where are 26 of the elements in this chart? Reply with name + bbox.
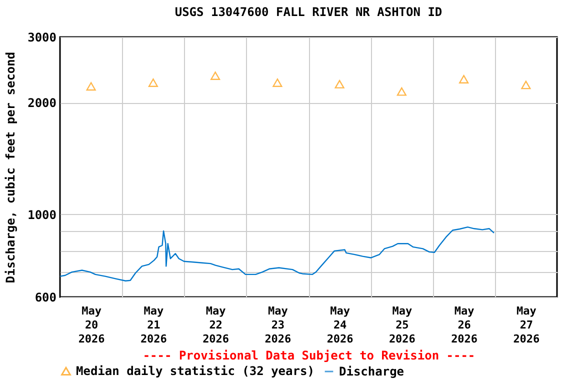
- x-tick-label: May 21 2026: [140, 304, 168, 346]
- point: [459, 75, 469, 84]
- x-tick-label: May 22 2026: [202, 304, 230, 346]
- legend-label: Median daily statistic (32 years): [76, 364, 314, 378]
- x-tick-label: May 23 2026: [264, 304, 292, 346]
- point: [396, 87, 406, 96]
- line-series: [60, 226, 495, 282]
- y-tick-label: 1000: [28, 208, 56, 222]
- point: [521, 80, 531, 90]
- y-axis-title: Discharge, cubic feet per second: [4, 52, 18, 284]
- point: [86, 82, 96, 91]
- x-tick-label: May 20 2026: [78, 304, 106, 346]
- x-tick-label: May 24 2026: [326, 304, 354, 346]
- chart-title: USGS 13047600 FALL RIVER NR ASHTON ID: [174, 5, 442, 19]
- y-tick-label: 600: [34, 290, 56, 304]
- text: ---- Provisional Data Subject to Revision ----: [142, 348, 476, 362]
- point: [210, 72, 220, 80]
- y-tick-label: 3000: [28, 30, 56, 44]
- point: [272, 78, 282, 87]
- legend-label: Discharge: [339, 364, 404, 378]
- point: [334, 80, 344, 88]
- y-tick-label: 2000: [28, 96, 56, 110]
- point: [148, 78, 158, 87]
- x-tick-label: May 25 2026: [388, 304, 416, 346]
- x-tick-label: May 26 2026: [451, 304, 478, 346]
- x-tick-label: May 27 2026: [513, 304, 540, 346]
